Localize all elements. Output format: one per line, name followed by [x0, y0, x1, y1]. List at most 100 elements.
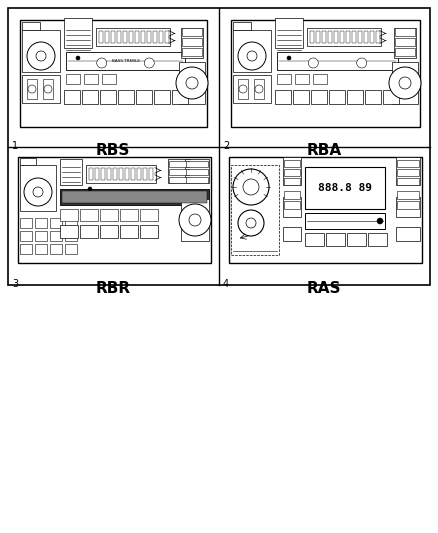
Circle shape — [36, 51, 46, 61]
Circle shape — [389, 67, 421, 99]
Bar — [277, 52, 398, 70]
Bar — [233, 30, 271, 72]
Circle shape — [239, 85, 247, 93]
Circle shape — [377, 218, 383, 224]
Bar — [340, 31, 344, 43]
Bar — [60, 209, 78, 221]
Bar — [397, 169, 419, 176]
Bar — [147, 31, 151, 43]
Circle shape — [176, 67, 208, 99]
Bar — [396, 227, 420, 241]
Bar — [84, 74, 98, 84]
Bar — [62, 191, 207, 203]
Bar — [153, 31, 157, 43]
Bar — [346, 31, 350, 43]
Bar — [313, 74, 327, 84]
Bar — [186, 169, 208, 175]
Circle shape — [76, 56, 80, 60]
Bar — [284, 160, 300, 167]
Circle shape — [255, 85, 263, 93]
Bar — [60, 225, 78, 238]
Bar — [35, 218, 47, 228]
Bar — [395, 38, 415, 46]
Bar — [20, 231, 32, 241]
Bar — [383, 90, 399, 104]
Bar — [131, 168, 135, 180]
Bar — [316, 31, 320, 43]
Bar — [169, 169, 189, 175]
Circle shape — [179, 204, 211, 236]
Bar — [347, 233, 366, 246]
Bar — [365, 90, 381, 104]
Circle shape — [33, 187, 43, 197]
Bar — [129, 31, 133, 43]
Bar — [60, 159, 82, 185]
Bar — [100, 209, 118, 221]
Bar — [18, 157, 211, 263]
Bar — [295, 74, 309, 84]
Bar — [35, 231, 47, 241]
Text: 3: 3 — [12, 279, 18, 289]
Text: BASS TREBLE: BASS TREBLE — [112, 59, 139, 63]
Bar — [284, 178, 300, 185]
Bar — [111, 31, 115, 43]
Circle shape — [44, 85, 52, 93]
Circle shape — [88, 187, 92, 191]
Bar — [100, 225, 118, 238]
Bar — [168, 159, 190, 183]
Bar — [22, 75, 60, 103]
Circle shape — [27, 42, 55, 70]
Bar — [20, 20, 207, 127]
Bar — [396, 157, 420, 185]
Bar — [305, 167, 385, 209]
Bar — [101, 168, 105, 180]
Bar — [141, 31, 145, 43]
Bar — [102, 74, 116, 84]
Bar — [123, 31, 127, 43]
Circle shape — [189, 214, 201, 226]
Bar — [397, 201, 419, 209]
Bar — [105, 31, 109, 43]
Bar — [397, 178, 419, 185]
Bar — [364, 31, 368, 43]
Bar — [395, 28, 415, 36]
Bar — [305, 233, 324, 246]
Bar — [50, 218, 62, 228]
Bar — [66, 74, 80, 84]
Bar — [186, 161, 208, 167]
Bar — [238, 79, 248, 99]
Bar — [397, 191, 419, 199]
Bar — [20, 165, 56, 211]
Text: 2: 2 — [223, 141, 229, 151]
Bar — [86, 165, 156, 183]
Bar — [254, 79, 264, 99]
Bar — [284, 201, 300, 209]
Bar — [283, 157, 301, 185]
Bar — [182, 48, 202, 56]
Bar — [118, 90, 134, 104]
Bar — [283, 227, 301, 241]
Bar — [233, 22, 251, 30]
Bar — [293, 90, 309, 104]
Bar — [179, 62, 205, 104]
Bar — [99, 31, 103, 43]
Bar — [80, 209, 98, 221]
Bar — [328, 31, 332, 43]
Circle shape — [287, 56, 291, 60]
Bar — [64, 90, 80, 104]
Bar — [305, 213, 385, 229]
Bar — [231, 165, 279, 255]
Circle shape — [144, 58, 154, 68]
Bar — [310, 31, 314, 43]
Bar — [329, 90, 345, 104]
Bar — [395, 48, 415, 56]
Bar — [8, 8, 430, 285]
Circle shape — [97, 58, 107, 68]
Circle shape — [247, 51, 257, 61]
Bar — [120, 225, 138, 238]
Bar — [392, 62, 418, 104]
Bar — [137, 168, 141, 180]
Bar — [352, 31, 356, 43]
Text: 888.8 89: 888.8 89 — [318, 183, 372, 193]
Bar — [143, 168, 147, 180]
